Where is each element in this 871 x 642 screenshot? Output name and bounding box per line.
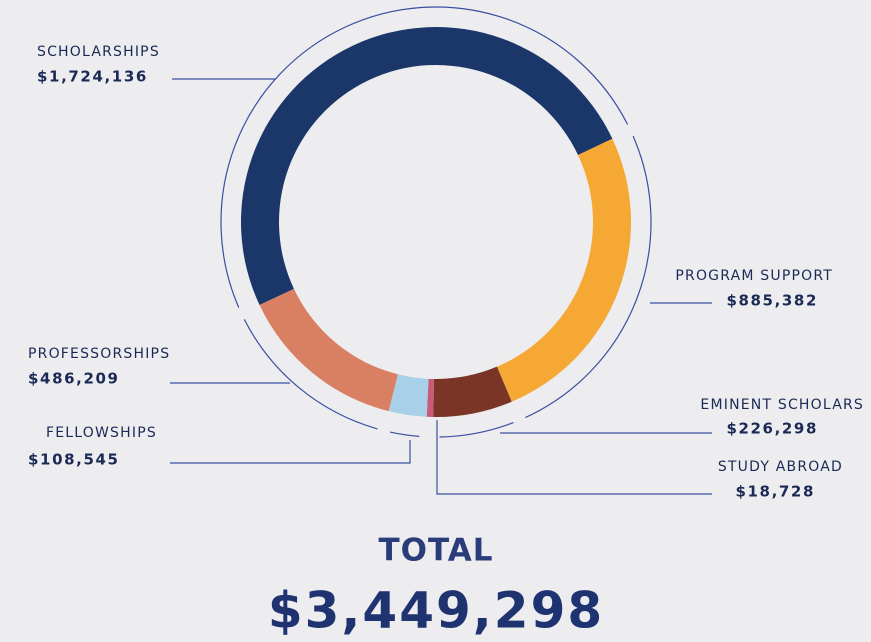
value-label: $486,209: [28, 370, 120, 388]
donut-slice: [426, 378, 434, 417]
value-label: $18,728: [735, 483, 815, 501]
category-label: STUDY ABROAD: [718, 459, 843, 475]
value-label: $226,298: [726, 420, 818, 438]
donut-slice: [259, 288, 398, 412]
category-label: FELLOWSHIPS: [46, 425, 157, 441]
total-title: TOTAL: [379, 533, 494, 569]
donut-slice: [433, 366, 512, 417]
category-label: PROFESSORSHIPS: [28, 346, 170, 362]
donut-slice: [241, 27, 613, 306]
donut-slice: [388, 374, 429, 417]
outer-arc: [243, 319, 378, 430]
leader-line: [170, 440, 411, 464]
leader-line: [436, 420, 712, 495]
outer-arc: [220, 6, 629, 308]
outer-arc: [389, 431, 420, 437]
total-value: $3,449,298: [268, 582, 604, 640]
category-label: EMINENT SCHOLARS: [700, 397, 864, 413]
value-label: $885,382: [726, 292, 818, 310]
category-label: SCHOLARSHIPS: [37, 44, 160, 60]
value-label: $108,545: [28, 451, 120, 469]
outer-arc: [525, 135, 652, 419]
value-label: $1,724,136: [37, 68, 148, 86]
category-label: PROGRAM SUPPORT: [675, 268, 833, 284]
donut-slice: [496, 138, 631, 402]
outer-arc: [439, 421, 514, 438]
